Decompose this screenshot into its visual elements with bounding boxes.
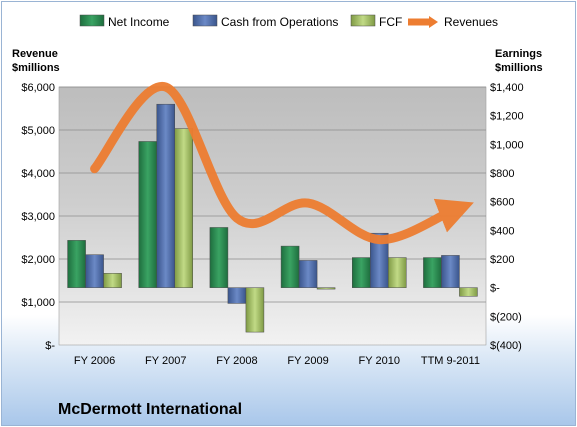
legend-label-net-income: Net Income [108,15,170,29]
bar-fcf [388,257,407,288]
left-axis-ticks: $- $1,000 $2,000 $3,000 $4,000 $5,000 $6,000 [21,82,55,352]
bar-fcf [174,128,193,288]
x-tick-label: FY 2007 [145,355,186,367]
bar-cash-from-operations [441,255,460,288]
bar-cash-from-operations [227,287,247,304]
left-tick-label: $6,000 [21,82,55,94]
bar-net-income [423,257,442,288]
legend-swatch-net-income [79,14,105,27]
legend-label-fcf: FCF [379,15,402,29]
x-tick-label: FY 2006 [74,355,115,367]
bar-net-income [67,240,86,288]
right-tick-label: $(200) [490,311,522,323]
left-tick-label: $3,000 [21,211,55,223]
left-tick-label: $2,000 [21,254,55,266]
bar-fcf [316,287,336,290]
right-axis-title-line1: Earnings [495,48,542,60]
left-tick-label: $4,000 [21,168,55,180]
x-axis-ticks: FY 2006 FY 2007 FY 2008 FY 2009 FY 2010 TTM 9… [74,355,480,367]
right-axis-ticks: $(400) $(200) $- $200 $400 $600 $800 $1,000 $1,2… [490,82,524,352]
left-tick-label: $1,000 [21,297,55,309]
left-tick-label: $- [45,340,55,352]
legend-label-revenues: Revenues [444,15,498,29]
left-tick-label: $5,000 [21,125,55,137]
bar-cash-from-operations [298,260,318,288]
bar-fcf [245,287,265,333]
right-tick-label: $400 [490,225,514,237]
right-tick-label: $- [490,283,500,295]
right-tick-label: $200 [490,254,514,266]
legend-swatch-cash-from-operations [192,14,218,27]
x-tick-label: FY 2008 [216,355,257,367]
legend-label-cash-from-operations: Cash from Operations [221,15,338,29]
bar-cash-from-operations [156,103,175,288]
bar-net-income [209,227,229,288]
x-tick-label: FY 2009 [287,355,328,367]
revenue-line-series [90,82,474,245]
bar-fcf [459,287,478,297]
right-tick-label: $1,200 [490,111,524,123]
legend-arrow-icon [429,16,438,28]
gridlines [59,86,486,303]
bar-cash-from-operations [85,254,104,288]
legend-swatch-fcf [350,14,376,27]
x-tick-label: FY 2010 [359,355,400,367]
right-tick-label: $1,000 [490,139,524,151]
bar-series [67,103,478,333]
chart-title: McDermott International [58,401,242,418]
bar-net-income [352,257,371,288]
right-tick-label: $600 [490,197,514,209]
chart-legend: Net Income Cash from Operations FCF Revenue… [79,14,498,29]
right-tick-label: $1,400 [490,82,524,94]
right-axis-title-line2: $millions [495,62,543,74]
right-tick-label: $(400) [490,340,522,352]
right-tick-label: $800 [490,168,514,180]
bar-fcf [103,273,122,288]
bar-net-income [280,245,300,288]
x-tick-label: TTM 9-2011 [421,355,480,367]
left-axis-title-line1: Revenue [12,48,58,60]
left-axis-title-line2: $millions [12,62,60,74]
bar-net-income [138,141,157,288]
